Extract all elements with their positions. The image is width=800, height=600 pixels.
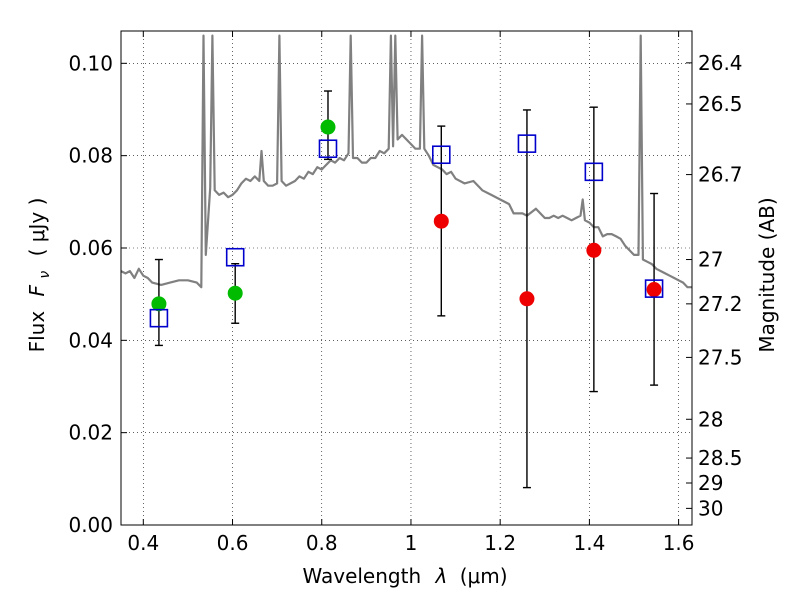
y2-tick-label: 27.2 <box>698 292 743 316</box>
observed-point <box>151 296 167 312</box>
x-axis-label: Wavelength λ (μm) <box>302 564 507 588</box>
model-spectrum <box>121 34 692 289</box>
observed-point <box>519 291 535 307</box>
y-axis-label-symbol: F <box>25 284 49 296</box>
y2-tick-label: 28.5 <box>698 446 743 470</box>
observed-point <box>433 213 449 229</box>
x-tick-label: 0.4 <box>127 531 159 555</box>
observed-point <box>586 242 602 258</box>
y2-tick-label: 27 <box>698 248 723 272</box>
y-tick-label: 0.02 <box>68 421 113 445</box>
y-tick-label: 0.04 <box>68 328 113 352</box>
x-axis-label-text: Wavelength <box>302 564 421 588</box>
y2-tick-label: 28 <box>698 407 723 431</box>
y2-axis-label: Magnitude (AB) <box>755 197 779 352</box>
observed-point <box>320 119 336 135</box>
y-tick-label: 0.08 <box>68 144 113 168</box>
observed-point <box>227 285 243 301</box>
model-photometry-point <box>225 247 245 267</box>
x-tick-label: 1.4 <box>573 531 605 555</box>
plot-frame <box>120 30 693 526</box>
model-photometry-points <box>149 134 664 328</box>
y-tick-label: 0.00 <box>68 513 113 537</box>
model-photometry-point <box>318 139 338 159</box>
model-photometry-point <box>584 162 604 182</box>
y-axis-label-text: Flux <box>25 311 49 353</box>
observed-points <box>151 119 662 312</box>
y-tick-label: 0.10 <box>68 51 113 75</box>
grid <box>121 31 692 526</box>
x-tick-label: 0.8 <box>306 531 338 555</box>
y2-tick-label: 26.4 <box>698 51 743 75</box>
x-axis-label-symbol: λ <box>435 564 448 588</box>
ticks: 0.4 0.6 0.8 1 1.2 1.4 1.6 0.00 0.02 0.04 0.06 0.08 0… <box>68 31 743 555</box>
model-spectrum-line <box>121 34 692 289</box>
x-tick-label: 1.2 <box>484 531 516 555</box>
model-photometry-point <box>431 145 451 165</box>
y-axis-label-unit: ( μJy ) <box>25 198 49 257</box>
y2-tick-label: 27.5 <box>698 345 743 369</box>
x-tick-label: 1.6 <box>663 531 695 555</box>
y-tick-label: 0.06 <box>68 236 113 260</box>
y2-tick-label: 30 <box>698 496 723 520</box>
observed-point <box>646 282 662 298</box>
x-axis-label-unit: (μm) <box>460 564 508 588</box>
x-tick-label: 1 <box>405 531 418 555</box>
x-tick-label: 0.6 <box>217 531 249 555</box>
y2-tick-label: 26.5 <box>698 92 743 116</box>
model-photometry-point <box>517 134 537 153</box>
y2-tick-label: 29 <box>698 471 723 495</box>
y-axis-label: Flux F ν ( μJy ) <box>25 198 54 353</box>
model-photometry-point <box>644 279 664 298</box>
y2-tick-label: 26.7 <box>698 163 743 187</box>
model-photometry-point <box>149 308 169 328</box>
y-axis-label-subscript: ν <box>37 271 53 279</box>
